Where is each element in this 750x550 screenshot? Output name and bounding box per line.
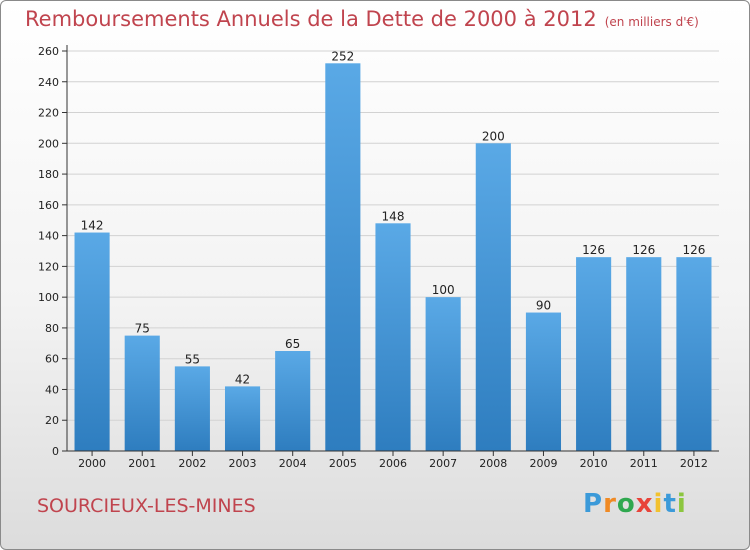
chart-subtitle: (en milliers d'€) [604,15,699,29]
bar-value-label: 148 [382,209,405,223]
logo-letter: r [603,489,617,519]
y-tick-label: 60 [45,353,59,366]
x-tick-label: 2006 [379,457,407,470]
bar-value-label: 65 [285,337,300,351]
y-tick-label: 200 [38,137,59,150]
x-tick-label: 2010 [580,457,608,470]
bar [375,223,411,451]
bar [224,386,261,451]
logo-letter: t [663,489,677,519]
bar [425,297,461,451]
bar [124,335,160,451]
x-tick-label: 2004 [279,457,307,470]
logo-letter: P [583,489,604,519]
chart-title: Remboursements Annuels de la Dette de 20… [25,7,699,31]
bar [325,63,361,452]
bar-value-label: 100 [432,283,455,297]
x-tick-label: 2008 [479,457,507,470]
bar [174,366,210,451]
logo-letter: o [616,489,636,519]
commune-name: SOURCIEUX-LES-MINES [37,495,256,517]
bar-value-label: 142 [81,219,104,233]
x-tick-label: 2009 [529,457,557,470]
x-tick-label: 2000 [78,457,106,470]
y-tick-label: 220 [38,107,59,120]
bar-value-label: 75 [135,322,150,336]
x-tick-label: 2002 [178,457,206,470]
bar-value-label: 90 [536,299,551,313]
proxiti-logo: Proxiti [583,489,687,519]
x-tick-label: 2003 [229,457,257,470]
x-axis-ticks: 2000 2001 2002 2003 2004 2005 2006 2007 2008 2009… [78,451,708,470]
x-tick-label: 2005 [329,457,357,470]
bar-value-label: 42 [235,372,250,386]
bar [275,351,311,451]
y-tick-label: 140 [38,230,59,243]
bar-value-label: 55 [185,352,200,366]
y-tick-label: 120 [38,260,59,273]
logo-letter: i [653,489,664,519]
bar [576,257,612,451]
bar [475,143,511,452]
chart-title-text: Remboursements Annuels de la Dette de 20… [25,7,597,31]
logo-letter: x [635,489,654,519]
y-tick-label: 240 [38,76,59,89]
bar [525,312,562,451]
y-tick-label: 0 [52,445,59,458]
bar-value-label: 200 [482,129,505,143]
y-tick-label: 20 [45,414,59,427]
x-tick-label: 2011 [630,457,658,470]
bar-value-label: 252 [331,49,354,63]
y-tick-label: 40 [45,383,59,396]
bar-value-label: 126 [632,243,655,257]
x-tick-label: 2007 [429,457,457,470]
bar-value-label: 126 [582,243,605,257]
bar [626,257,662,451]
logo-letter: i [676,489,687,519]
y-tick-label: 80 [45,322,59,335]
bars: 142 75 55 42 65 252 148 100 200 90 126 126 126 [74,49,712,452]
y-tick-label: 100 [38,291,59,304]
y-tick-label: 260 [38,45,59,58]
x-tick-label: 2012 [680,457,708,470]
y-axis-ticks: 0 20 40 60 80 100 120 140 160 180 200 220 240 260 [38,45,67,458]
y-tick-label: 160 [38,199,59,212]
x-tick-label: 2001 [128,457,156,470]
bar [74,232,110,451]
axes [66,45,719,452]
y-tick-label: 180 [38,168,59,181]
bar-value-label: 126 [682,243,705,257]
bar [676,257,712,451]
